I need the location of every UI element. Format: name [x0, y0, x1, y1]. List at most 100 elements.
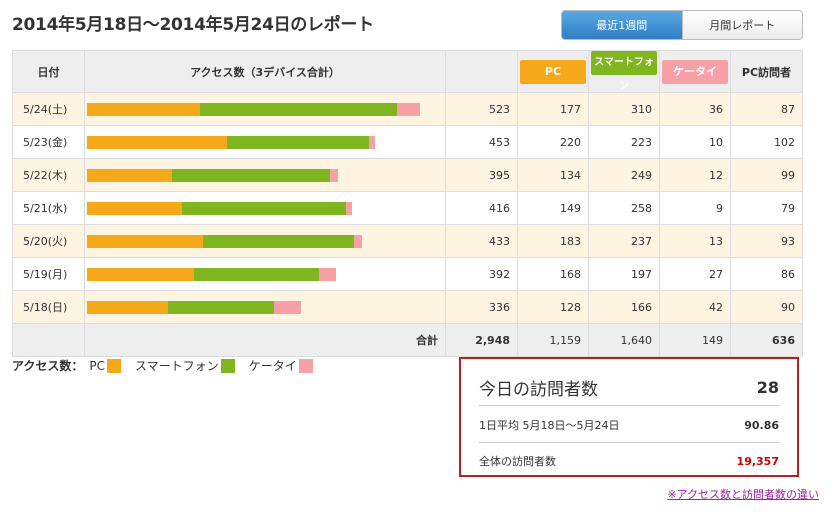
- row-date: 5/24(土): [12, 92, 85, 126]
- bar-segment-smartphone: [203, 234, 354, 248]
- stacked-bar: [87, 267, 445, 281]
- row-pc-visitors: 93: [730, 224, 803, 258]
- table-row: 5/24(土) 523 177 310 36 87: [12, 92, 803, 126]
- row-bar-cell: [84, 191, 446, 225]
- row-keitai: 9: [659, 191, 731, 225]
- stacked-bar: [87, 234, 445, 248]
- row-total: 453: [445, 125, 518, 159]
- row-total: 392: [445, 257, 518, 291]
- access-report-table: 日付 アクセス数（3デバイス合計） PC スマートフォン ケータイ PC訪問者 …: [12, 50, 803, 357]
- totals-label: 合計: [84, 323, 446, 357]
- bar-segment-keitai: [274, 300, 301, 314]
- row-pc: 168: [517, 257, 589, 291]
- header-date: 日付: [12, 50, 85, 93]
- row-keitai: 10: [659, 125, 731, 159]
- bar-segment-keitai: [354, 234, 362, 248]
- row-total: 523: [445, 92, 518, 126]
- tab-monthly[interactable]: 月間レポート: [681, 11, 802, 39]
- row-date: 5/22(木): [12, 158, 85, 192]
- row-date: 5/21(水): [12, 191, 85, 225]
- bar-segment-pc: [87, 102, 200, 116]
- stacked-bar: [87, 135, 445, 149]
- bar-segment-smartphone: [168, 300, 274, 314]
- stacked-bar: [87, 300, 445, 314]
- row-total: 416: [445, 191, 518, 225]
- row-bar-cell: [84, 158, 446, 192]
- row-smartphone: 197: [588, 257, 660, 291]
- row-bar-cell: [84, 257, 446, 291]
- row-pc-visitors: 86: [730, 257, 803, 291]
- tab-weekly[interactable]: 最近1週間: [562, 11, 682, 39]
- row-pc: 134: [517, 158, 589, 192]
- bar-legend: アクセス数： PC スマートフォン ケータイ: [12, 357, 327, 374]
- row-total: 433: [445, 224, 518, 258]
- totals-pc: 1,159: [517, 323, 589, 357]
- row-pc-visitors: 90: [730, 290, 803, 324]
- row-date: 5/20(火): [12, 224, 85, 258]
- totals-keitai: 149: [659, 323, 731, 357]
- totals-blank: [12, 323, 85, 357]
- row-total: 336: [445, 290, 518, 324]
- stacked-bar: [87, 201, 445, 215]
- bar-segment-pc: [87, 267, 194, 281]
- today-visitors-value: 28: [756, 377, 779, 397]
- total-visitors-value: 19,357: [736, 454, 779, 468]
- legend-pc-swatch: [107, 358, 122, 373]
- header-keitai: ケータイ: [659, 50, 731, 93]
- bar-segment-smartphone: [194, 267, 319, 281]
- row-pc: 149: [517, 191, 589, 225]
- totals-smartphone: 1,640: [588, 323, 660, 357]
- row-bar-cell: [84, 224, 446, 258]
- bar-segment-smartphone: [172, 168, 330, 182]
- row-date: 5/19(月): [12, 257, 85, 291]
- table-row: 5/22(木) 395 134 249 12 99: [12, 158, 803, 192]
- row-bar-cell: [84, 125, 446, 159]
- bar-segment-pc: [87, 168, 172, 182]
- header-pc-visitors: PC訪問者: [730, 50, 803, 93]
- pc-chip: PC: [520, 59, 586, 84]
- row-pc-visitors: 102: [730, 125, 803, 159]
- page-title: 2014年5月18日〜2014年5月24日のレポート: [12, 15, 374, 35]
- row-smartphone: 223: [588, 125, 660, 159]
- access-vs-visitors-link[interactable]: ※アクセス数と訪問者数の違い: [667, 488, 819, 501]
- totals-row: 合計 2,948 1,159 1,640 149 636: [12, 323, 803, 357]
- divider: [479, 405, 779, 406]
- row-pc-visitors: 87: [730, 92, 803, 126]
- legend-label: アクセス数：: [12, 359, 84, 373]
- totals-pc-visitors: 636: [730, 323, 803, 357]
- stacked-bar: [87, 168, 445, 182]
- row-date: 5/23(金): [12, 125, 85, 159]
- total-visitors-label: 全体の訪問者数: [479, 455, 556, 468]
- row-smartphone: 310: [588, 92, 660, 126]
- legend-pc-label: PC: [89, 358, 106, 373]
- legend-pc: PC: [89, 358, 122, 373]
- row-keitai: 12: [659, 158, 731, 192]
- bar-segment-smartphone: [200, 102, 397, 116]
- avg-visitors-label: 1日平均 5月18日〜5月24日: [479, 419, 620, 432]
- row-smartphone: 249: [588, 158, 660, 192]
- row-keitai: 42: [659, 290, 731, 324]
- table-row: 5/23(金) 453 220 223 10 102: [12, 125, 803, 159]
- table-row: 5/20(火) 433 183 237 13 93: [12, 224, 803, 258]
- period-tabs: 最近1週間 月間レポート: [561, 10, 803, 40]
- total-visitors-row: 全体の訪問者数 19,357: [479, 451, 779, 471]
- row-pc-visitors: 79: [730, 191, 803, 225]
- totals-total: 2,948: [445, 323, 518, 357]
- visitor-summary-box: 今日の訪問者数 28 1日平均 5月18日〜5月24日 90.86 全体の訪問者…: [459, 357, 799, 477]
- row-smartphone: 258: [588, 191, 660, 225]
- legend-keitai-swatch: [298, 358, 313, 373]
- row-keitai: 27: [659, 257, 731, 291]
- bar-segment-keitai: [369, 135, 375, 149]
- row-pc-visitors: 99: [730, 158, 803, 192]
- bar-segment-smartphone: [227, 135, 369, 149]
- table-header-row: 日付 アクセス数（3デバイス合計） PC スマートフォン ケータイ PC訪問者: [12, 50, 803, 93]
- legend-smartphone-swatch: [220, 358, 235, 373]
- table-row: 5/19(月) 392 168 197 27 86: [12, 257, 803, 291]
- row-smartphone: 237: [588, 224, 660, 258]
- row-pc: 177: [517, 92, 589, 126]
- row-bar-cell: [84, 290, 446, 324]
- legend-smartphone-label: スマートフォン: [135, 359, 219, 373]
- table-row: 5/21(水) 416 149 258 9 79: [12, 191, 803, 225]
- today-visitors-label: 今日の訪問者数: [479, 379, 598, 400]
- legend-smartphone: スマートフォン: [135, 357, 235, 374]
